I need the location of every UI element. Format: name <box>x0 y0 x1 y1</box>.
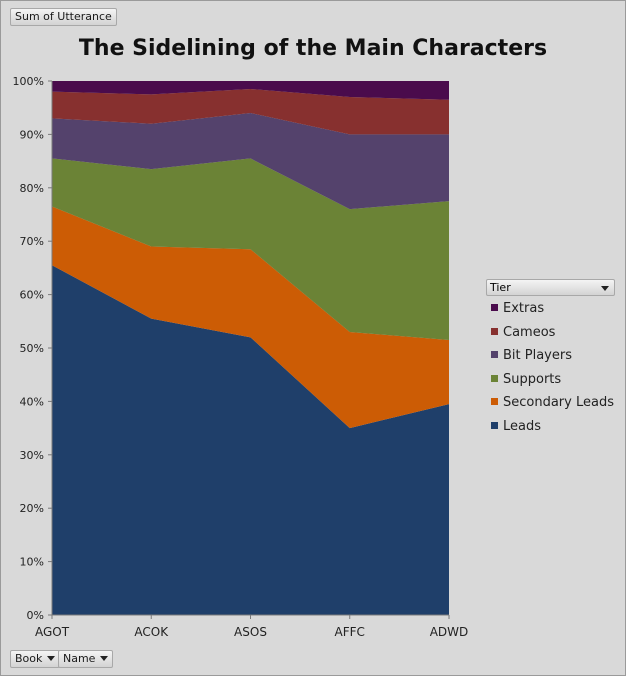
y-tick-label: 0% <box>27 609 44 622</box>
area-series-cameos <box>52 89 449 135</box>
sum-of-utterance-button[interactable]: Sum of Utterance <box>10 8 117 26</box>
y-tick-label: 90% <box>20 128 44 141</box>
y-tick-label: 40% <box>20 395 44 408</box>
legend-label: Leads <box>503 418 542 434</box>
x-category-label: ASOS <box>234 625 267 639</box>
legend-swatch <box>491 374 498 382</box>
y-tick-label: 60% <box>20 289 44 302</box>
area-series-extras <box>52 81 449 100</box>
y-tick-label: 100% <box>13 75 44 88</box>
x-category-label: ADWD <box>430 625 469 639</box>
legend-swatch <box>491 304 498 311</box>
legend-item-extras: Extras <box>491 301 544 317</box>
area-series-bit-players <box>52 113 449 210</box>
legend-item-bit-players: Bit Players <box>491 348 572 364</box>
tier-filter-label: Tier <box>490 281 511 294</box>
y-tick-label: 10% <box>20 556 44 569</box>
area-series-supports <box>52 158 449 340</box>
area-series-leads <box>52 265 449 615</box>
book-field-label: Book <box>15 652 43 665</box>
y-tick-label: 50% <box>20 342 44 355</box>
name-field-button[interactable]: Name <box>58 650 114 668</box>
book-field-button[interactable]: Book <box>10 650 61 668</box>
chevron-down-icon <box>601 286 609 291</box>
legend-swatch <box>491 327 498 335</box>
legend-label: Extras <box>503 301 545 316</box>
legend-swatch <box>491 421 498 429</box>
legend-item-leads: Leads <box>491 419 541 435</box>
name-field-label: Name <box>63 652 96 665</box>
x-category-label: ACOK <box>134 625 169 639</box>
legend-label: Secondary Leads <box>503 395 614 410</box>
chart-title: The Sidelining of the Main Characters <box>78 36 548 61</box>
x-category-label: AGOT <box>35 625 70 639</box>
legend-label: Bit Players <box>503 348 572 363</box>
legend-item-supports: Supports <box>491 372 561 388</box>
y-tick-label: 70% <box>20 235 44 248</box>
legend-label: Supports <box>503 371 562 387</box>
legend-label: Cameos <box>503 324 556 340</box>
y-tick-label: 20% <box>20 502 44 515</box>
legend-item-cameos: Cameos <box>491 325 555 341</box>
legend-swatch <box>491 351 498 358</box>
legend: Tier Extras Cameos Bit Players Supports Seco… <box>486 279 616 434</box>
tier-filter-dropdown[interactable]: Tier <box>486 279 615 296</box>
area-series-secondary-leads <box>52 206 449 429</box>
y-tick-label: 80% <box>20 182 44 195</box>
chevron-down-icon <box>100 656 109 661</box>
legend-item-secondary-leads: Secondary Leads <box>491 395 614 411</box>
chevron-down-icon <box>47 656 56 661</box>
x-category-label: AFFC <box>335 625 365 639</box>
legend-swatch <box>491 398 498 405</box>
y-tick-label: 30% <box>20 449 44 462</box>
